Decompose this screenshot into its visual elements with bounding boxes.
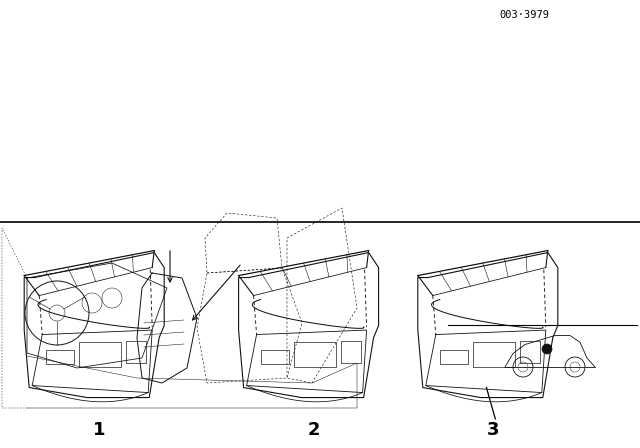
Text: 1: 1 xyxy=(93,421,106,439)
Text: 2: 2 xyxy=(307,421,320,439)
Text: 3: 3 xyxy=(486,421,499,439)
Circle shape xyxy=(542,344,552,354)
Text: 003·3979: 003·3979 xyxy=(500,10,550,20)
